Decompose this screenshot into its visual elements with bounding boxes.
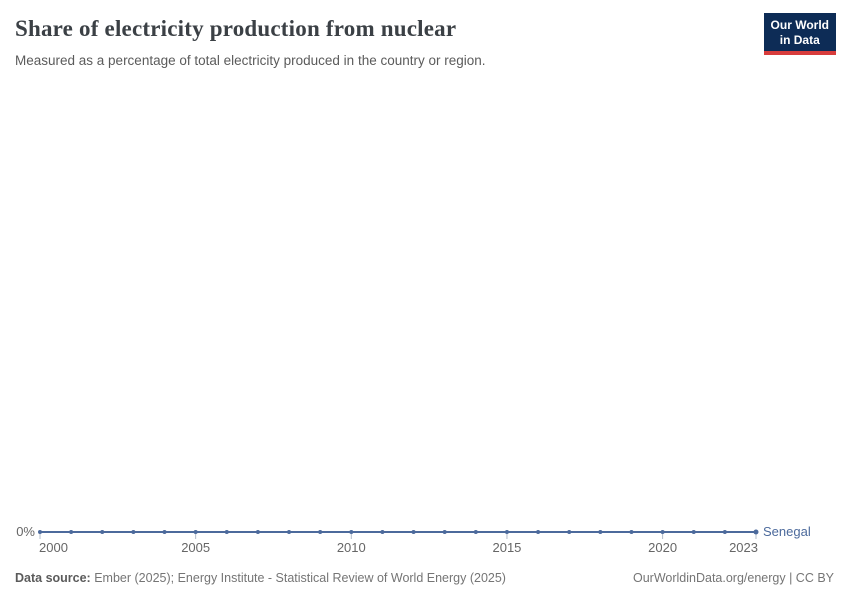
data-point[interactable] [536, 530, 541, 534]
data-point[interactable] [598, 530, 603, 534]
data-point[interactable] [753, 529, 759, 535]
owid-logo[interactable]: Our World in Data [763, 13, 836, 55]
data-point[interactable] [224, 530, 229, 534]
data-point[interactable] [38, 530, 42, 534]
data-point[interactable] [442, 530, 447, 534]
data-point[interactable] [504, 530, 509, 534]
data-point[interactable] [162, 530, 167, 534]
x-tick-label: 2020 [648, 540, 677, 555]
data-point[interactable] [255, 530, 260, 534]
rights-link[interactable]: OurWorldinData.org/energy | CC BY [632, 571, 834, 585]
line-chart-plot: 2000 2005 2010 2015 2020 2023 0% Senegal [16, 524, 811, 555]
data-point[interactable] [660, 530, 665, 534]
series-label[interactable]: Senegal [763, 524, 811, 539]
data-point[interactable] [473, 530, 478, 534]
owid-logo-line2: in Data [779, 33, 820, 47]
y-axis-label: 0% [16, 524, 35, 539]
data-point[interactable] [131, 530, 136, 534]
data-point[interactable] [629, 530, 634, 534]
data-point[interactable] [100, 530, 105, 534]
x-tick-label: 2015 [492, 540, 521, 555]
x-tick-label: 2023 [729, 540, 758, 555]
data-point[interactable] [349, 530, 354, 534]
data-point[interactable] [380, 530, 385, 534]
data-point[interactable] [411, 530, 416, 534]
data-point[interactable] [69, 530, 74, 534]
x-tick-label: 2010 [337, 540, 366, 555]
page-title: Share of electricity production from nuc… [15, 16, 457, 41]
data-source-text: Ember (2025); Energy Institute - Statist… [94, 571, 506, 585]
data-point[interactable] [567, 530, 572, 534]
data-point[interactable] [193, 530, 198, 534]
x-tick-label: 2000 [39, 540, 68, 555]
owid-logo-line1: Our World [770, 18, 829, 32]
data-point[interactable] [722, 530, 727, 534]
data-source-note: Data source: Ember (2025); Energy Instit… [15, 571, 506, 585]
data-point[interactable] [287, 530, 292, 534]
x-tick-label: 2005 [181, 540, 210, 555]
data-source-label: Data source: [15, 571, 91, 585]
data-point[interactable] [318, 530, 323, 534]
chart-subtitle: Measured as a percentage of total electr… [15, 53, 486, 68]
data-point[interactable] [691, 530, 696, 534]
